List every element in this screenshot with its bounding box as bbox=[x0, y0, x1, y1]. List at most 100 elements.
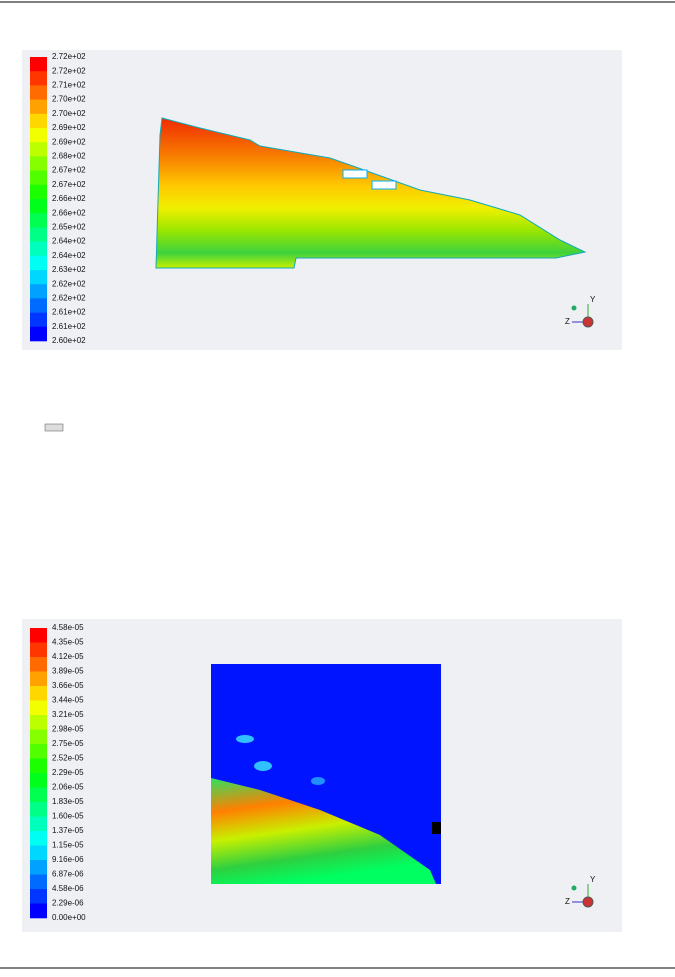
legend-swatch bbox=[30, 671, 47, 687]
legend-label: 1.60e-05 bbox=[52, 812, 84, 821]
figure-1: 2.72e+02 2.72e+02 2.71e+02 2.70e+02 2.70e+02… bbox=[22, 50, 622, 350]
legend-swatch bbox=[30, 312, 47, 328]
legend-label: 2.69e+02 bbox=[52, 137, 86, 146]
contour-spot bbox=[254, 761, 272, 771]
legend-label: 2.70e+02 bbox=[52, 109, 86, 118]
legend-label: 2.64e+02 bbox=[52, 237, 86, 246]
axis-triad: Y Z bbox=[565, 295, 596, 328]
contour-spot bbox=[311, 777, 325, 785]
legend-label: 2.72e+02 bbox=[52, 66, 86, 75]
legend-label: 2.63e+02 bbox=[52, 265, 86, 274]
legend-swatch bbox=[30, 787, 47, 803]
legend-swatch bbox=[30, 889, 47, 904]
legend-swatch bbox=[30, 657, 47, 672]
axis-label: Z bbox=[565, 317, 570, 326]
legend-label: 4.58e-05 bbox=[52, 623, 84, 632]
legend-swatch bbox=[30, 199, 47, 214]
contour bbox=[211, 778, 436, 884]
boundary bbox=[432, 822, 441, 834]
legend-label: 2.62e+02 bbox=[52, 279, 86, 288]
legend-swatch bbox=[30, 85, 47, 100]
legend-label: 2.67e+02 bbox=[52, 166, 86, 175]
legend-label: 3.44e-05 bbox=[52, 696, 84, 705]
legend-label: 2.61e+02 bbox=[52, 308, 86, 317]
legend-label: 1.37e-05 bbox=[52, 826, 84, 835]
axis-label: Z bbox=[565, 897, 570, 906]
contour bbox=[155, 117, 587, 269]
figure-2: 4.58e-05 4.35e-05 4.12e-05 3.89e-05 3.66e-05… bbox=[22, 619, 622, 932]
legend-label: 2.29e-05 bbox=[52, 768, 84, 777]
legend-swatch bbox=[30, 71, 47, 86]
legend-label: 3.66e-05 bbox=[52, 681, 84, 690]
legend-swatch bbox=[30, 270, 47, 285]
legend-label: 2.64e+02 bbox=[52, 251, 86, 260]
legend-swatch bbox=[30, 860, 47, 875]
legend-swatch bbox=[30, 729, 47, 745]
legend-swatch bbox=[30, 686, 47, 701]
legend-label: 2.52e-05 bbox=[52, 754, 84, 763]
legend-swatch bbox=[30, 700, 47, 716]
legend-label: 2.62e+02 bbox=[52, 294, 86, 303]
legend-label: 4.12e-05 bbox=[52, 652, 84, 661]
contour-hole bbox=[342, 169, 368, 179]
legend-label: 2.75e-05 bbox=[52, 739, 84, 748]
legend-swatch bbox=[30, 903, 47, 919]
legend-swatch bbox=[30, 213, 47, 228]
legend-swatch bbox=[30, 298, 47, 313]
legend-label: 2.29e-06 bbox=[52, 899, 84, 908]
legend-label: 1.83e-05 bbox=[52, 797, 84, 806]
legend-swatch bbox=[30, 170, 47, 186]
legend-label: 2.60e+02 bbox=[52, 336, 86, 345]
legend-swatch bbox=[30, 99, 47, 115]
legend-label: 4.58e-06 bbox=[52, 884, 84, 893]
legend-label: 2.06e-05 bbox=[52, 783, 84, 792]
legend-swatch bbox=[30, 184, 47, 200]
legend-swatch bbox=[30, 241, 47, 257]
legend-swatch bbox=[30, 57, 47, 72]
legend-swatch bbox=[30, 816, 47, 832]
legend-label: 2.67e+02 bbox=[52, 180, 86, 189]
legend-label: 0.00e+00 bbox=[52, 913, 86, 922]
contour-hole bbox=[371, 180, 397, 190]
legend-label: 2.66e+02 bbox=[52, 194, 86, 203]
legend-label: 2.61e+02 bbox=[52, 322, 86, 331]
legend-label: 6.87e-06 bbox=[52, 870, 84, 879]
legend-label: 2.65e+02 bbox=[52, 223, 86, 232]
axis-label: Y bbox=[590, 295, 596, 304]
legend-label: 3.89e-05 bbox=[52, 667, 84, 676]
icon bbox=[44, 423, 64, 432]
legend-swatch bbox=[30, 744, 47, 759]
legend-swatch bbox=[30, 642, 47, 658]
legend-swatch bbox=[30, 227, 47, 242]
legend-label: 2.71e+02 bbox=[52, 81, 86, 90]
legend-swatch bbox=[30, 113, 47, 129]
legend-label: 1.15e-05 bbox=[52, 841, 84, 850]
legend-label: 2.66e+02 bbox=[52, 208, 86, 217]
legend-swatch bbox=[30, 156, 47, 171]
legend-swatch bbox=[30, 831, 47, 846]
legend: 4.58e-05 4.35e-05 4.12e-05 3.89e-05 3.66e-05… bbox=[30, 623, 86, 922]
legend-swatch bbox=[30, 758, 47, 774]
legend-label: 9.16e-06 bbox=[52, 855, 84, 864]
legend-label: 2.98e-05 bbox=[52, 725, 84, 734]
legend-swatch bbox=[30, 773, 47, 788]
legend-swatch bbox=[30, 284, 47, 299]
legend-swatch bbox=[30, 802, 47, 817]
legend: 2.72e+02 2.72e+02 2.71e+02 2.70e+02 2.70e+02… bbox=[30, 52, 86, 345]
legend-swatch bbox=[30, 628, 47, 643]
axis-label: Y bbox=[590, 875, 596, 884]
legend-label: 4.35e-05 bbox=[52, 638, 84, 647]
legend-swatch bbox=[30, 128, 47, 143]
legend-label: 2.70e+02 bbox=[52, 95, 86, 104]
legend-label: 2.72e+02 bbox=[52, 52, 86, 61]
legend-swatch bbox=[30, 142, 47, 157]
contour-spot bbox=[236, 735, 254, 743]
legend-swatch bbox=[30, 874, 47, 890]
axis-triad: Y Z bbox=[565, 875, 596, 908]
legend-label: 2.68e+02 bbox=[52, 152, 86, 161]
legend-swatch bbox=[30, 715, 47, 730]
legend-swatch bbox=[30, 326, 47, 342]
legend-swatch bbox=[30, 845, 47, 861]
legend-swatch bbox=[30, 255, 47, 271]
